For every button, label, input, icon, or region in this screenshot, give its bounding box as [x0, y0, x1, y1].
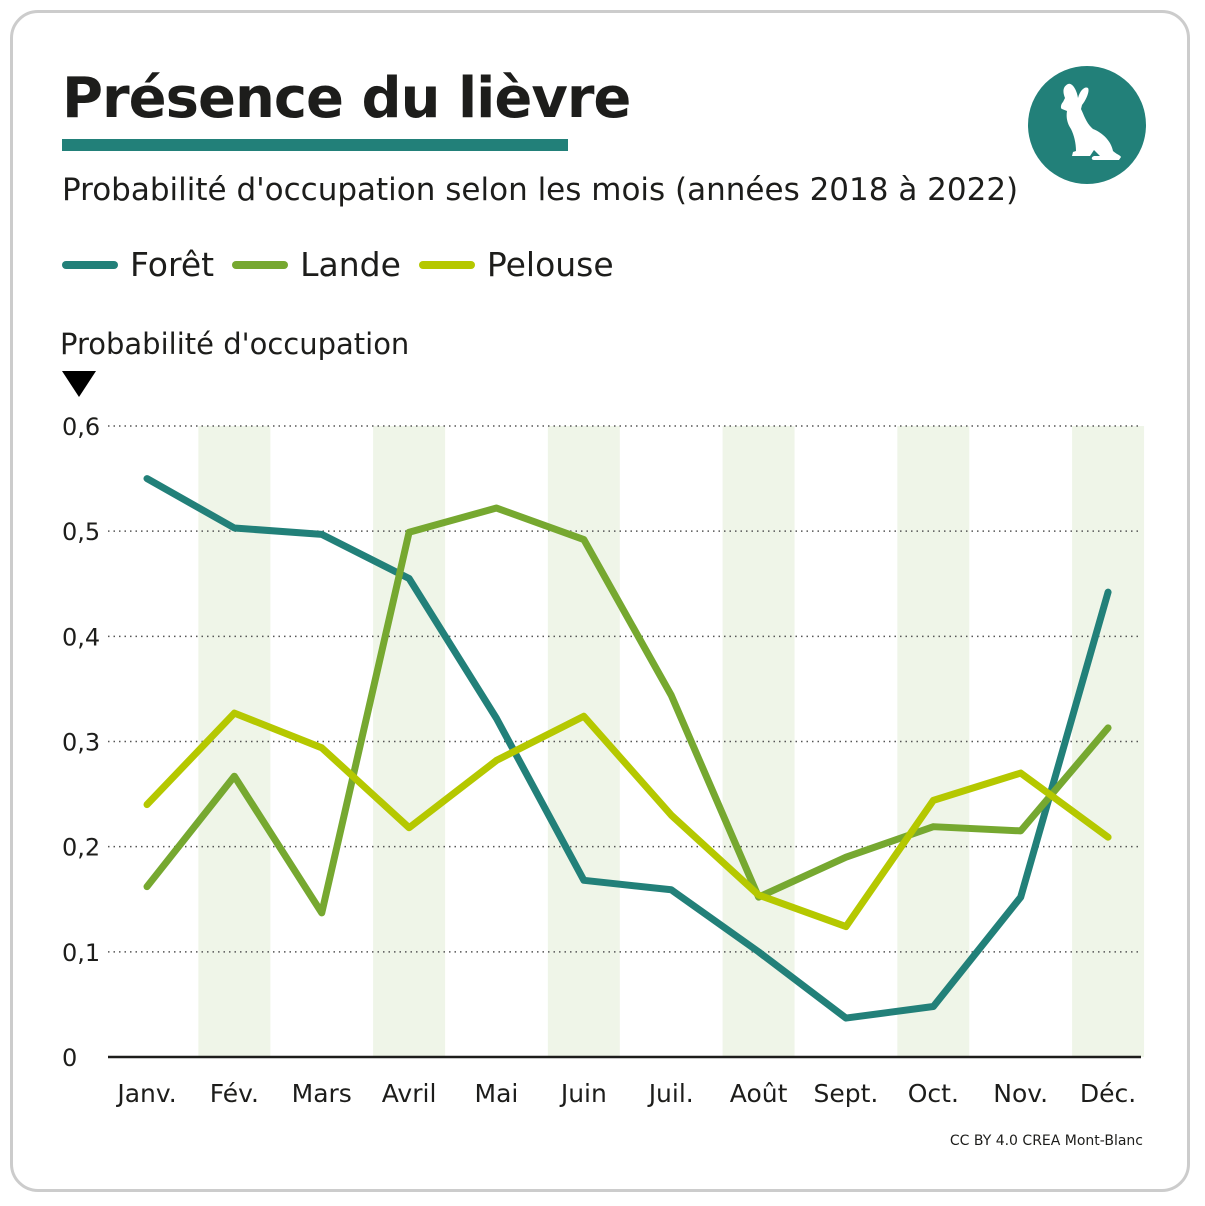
x-tick-label: Mars	[292, 1079, 352, 1108]
x-tick-label: Juil.	[647, 1079, 694, 1108]
y-tick-label: 0,4	[62, 623, 100, 651]
y-tick-label: 0,3	[62, 729, 100, 757]
x-tick-label: Juin	[559, 1079, 607, 1108]
legend-label: Pelouse	[486, 245, 614, 284]
x-tick-label: Mai	[475, 1079, 519, 1108]
down-arrow-icon	[62, 371, 96, 397]
legend-label: Forêt	[130, 245, 215, 284]
series-line-lande	[143, 504, 1112, 917]
x-tick-label: Nov.	[993, 1079, 1048, 1108]
x-tick-label: Oct.	[908, 1079, 959, 1108]
y-tick-label: 0,1	[62, 939, 100, 967]
y-tick-label: 0,2	[62, 834, 100, 862]
chart-title: Présence du lièvre	[62, 66, 631, 131]
x-tick-label: Déc.	[1080, 1079, 1136, 1108]
hare-logo-icon	[1028, 66, 1146, 184]
legend-item-lande: Lande	[232, 245, 401, 284]
legend-swatch	[418, 260, 475, 269]
legend-swatch	[62, 260, 118, 269]
month-band	[722, 426, 795, 1057]
series-line-forêt	[143, 475, 1112, 1022]
x-tick-label: Avril	[382, 1079, 437, 1108]
legend: Forêt Lande Pelouse	[62, 245, 632, 284]
y-tick-label: 0,6	[62, 413, 100, 441]
card-frame	[10, 10, 1190, 1192]
legend-swatch	[232, 260, 289, 269]
legend-item-pelouse: Pelouse	[418, 245, 614, 284]
y-tick-label: 0	[62, 1044, 77, 1072]
chart-subtitle: Probabilité d'occupation selon les mois …	[62, 172, 1019, 208]
x-tick-label: Août	[730, 1079, 788, 1108]
title-underline	[62, 139, 568, 151]
legend-item-foret: Forêt	[62, 245, 214, 284]
x-tick-label: Janv.	[115, 1079, 176, 1108]
y-axis-label: Probabilité d'occupation	[60, 327, 410, 361]
x-tick-label: Sept.	[814, 1079, 879, 1108]
y-tick-label: 0,5	[62, 518, 100, 546]
x-tick-label: Fév.	[210, 1079, 259, 1108]
legend-label: Lande	[300, 245, 401, 284]
series-line-pelouse	[143, 709, 1112, 931]
credit-text: CC BY 4.0 CREA Mont-Blanc	[949, 1133, 1143, 1149]
